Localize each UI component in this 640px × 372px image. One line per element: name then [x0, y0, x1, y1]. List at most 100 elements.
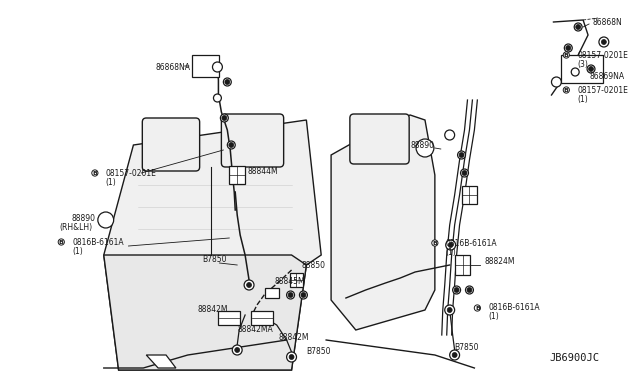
Circle shape [552, 77, 561, 87]
Circle shape [228, 142, 234, 148]
Circle shape [301, 292, 306, 298]
Circle shape [225, 80, 230, 84]
Bar [289, 273, 303, 287]
Text: (1): (1) [106, 177, 116, 186]
Text: 88842MA: 88842MA [237, 326, 273, 334]
Text: 86868NA: 86868NA [155, 62, 190, 71]
Circle shape [587, 65, 595, 73]
Circle shape [235, 347, 239, 353]
Text: B: B [59, 240, 64, 244]
Bar [229, 166, 245, 184]
Text: B: B [564, 52, 569, 58]
Circle shape [574, 23, 582, 31]
Circle shape [450, 350, 460, 360]
Text: 08157-0201E: 08157-0201E [577, 86, 628, 94]
Text: B: B [475, 305, 480, 311]
Circle shape [467, 288, 472, 292]
Bar [265, 288, 278, 298]
Text: 88890: 88890 [71, 214, 95, 222]
Text: B: B [92, 170, 97, 176]
Text: (1): (1) [577, 94, 588, 103]
Polygon shape [147, 355, 176, 368]
Circle shape [462, 170, 467, 176]
Text: 88845M: 88845M [275, 278, 305, 286]
Circle shape [447, 308, 452, 312]
Polygon shape [104, 255, 307, 370]
Circle shape [602, 39, 606, 45]
Circle shape [589, 67, 593, 71]
Circle shape [287, 291, 294, 299]
Text: 0816B-6161A: 0816B-6161A [445, 238, 497, 247]
Text: B7850: B7850 [307, 347, 331, 356]
Text: B7850: B7850 [454, 343, 479, 353]
Text: (1): (1) [72, 247, 83, 256]
Circle shape [563, 87, 570, 93]
Circle shape [458, 151, 465, 159]
Circle shape [244, 280, 254, 290]
Text: B: B [433, 241, 437, 246]
Circle shape [566, 45, 571, 51]
Circle shape [246, 282, 252, 288]
Bar [454, 255, 470, 275]
Text: B: B [564, 87, 569, 93]
Circle shape [564, 44, 572, 52]
Text: 88844M: 88844M [247, 167, 278, 176]
Circle shape [563, 52, 570, 58]
Circle shape [452, 286, 461, 294]
Circle shape [465, 286, 474, 294]
Text: 88824M: 88824M [484, 257, 515, 266]
Text: (1): (1) [488, 312, 499, 321]
Circle shape [58, 239, 65, 245]
Text: 88850: 88850 [301, 262, 325, 270]
Circle shape [445, 240, 456, 250]
Circle shape [416, 139, 434, 157]
Circle shape [445, 130, 454, 140]
Circle shape [222, 115, 227, 121]
Circle shape [599, 37, 609, 47]
Circle shape [461, 169, 468, 177]
Text: 86868N: 86868N [593, 17, 623, 26]
Polygon shape [331, 115, 435, 330]
Polygon shape [104, 120, 321, 370]
Text: 08157-0201E: 08157-0201E [106, 169, 157, 177]
Bar [461, 186, 477, 204]
Text: 88842M: 88842M [278, 334, 309, 343]
FancyBboxPatch shape [221, 114, 284, 167]
Circle shape [445, 305, 454, 315]
Text: (3): (3) [577, 60, 588, 68]
Text: 0816B-6161A: 0816B-6161A [72, 237, 124, 247]
Circle shape [212, 62, 222, 72]
Circle shape [576, 25, 580, 29]
Circle shape [432, 240, 438, 246]
Text: 88842M: 88842M [198, 305, 228, 314]
Text: 08157-0201E: 08157-0201E [577, 51, 628, 60]
Circle shape [214, 94, 221, 102]
Circle shape [454, 288, 459, 292]
Circle shape [289, 355, 294, 359]
Circle shape [459, 153, 464, 157]
FancyBboxPatch shape [142, 118, 200, 171]
Text: JB6900JC: JB6900JC [550, 353, 600, 363]
Circle shape [287, 352, 296, 362]
Circle shape [98, 212, 114, 228]
Circle shape [300, 291, 307, 299]
Circle shape [220, 114, 228, 122]
Text: 0816B-6161A: 0816B-6161A [488, 304, 540, 312]
Circle shape [448, 243, 453, 247]
FancyBboxPatch shape [350, 114, 409, 164]
Circle shape [232, 345, 242, 355]
Circle shape [452, 353, 457, 357]
Circle shape [92, 170, 98, 176]
Text: B7850: B7850 [203, 256, 227, 264]
Text: (RH&LH): (RH&LH) [60, 222, 92, 231]
Text: 88890: 88890 [410, 141, 434, 150]
Text: (1): (1) [445, 247, 456, 257]
Circle shape [572, 68, 579, 76]
Bar [561, 55, 603, 83]
Circle shape [288, 292, 293, 298]
Circle shape [223, 78, 231, 86]
Bar [192, 55, 220, 77]
Bar [218, 311, 240, 325]
Circle shape [474, 305, 481, 311]
Bar [251, 311, 273, 325]
